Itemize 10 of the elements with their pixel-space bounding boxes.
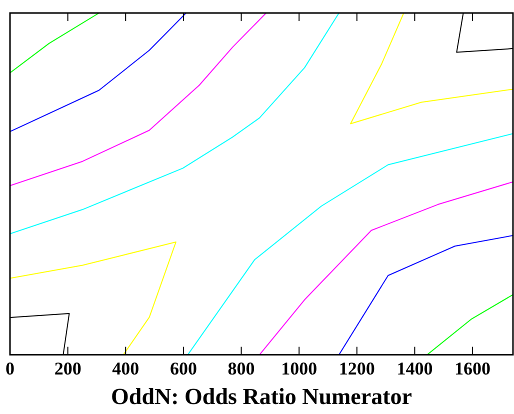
x-tick-label: 400 xyxy=(112,358,140,378)
x-tick-label: 200 xyxy=(54,358,82,378)
x-tick-label: 1000 xyxy=(281,358,318,378)
x-tick-label: 800 xyxy=(228,358,255,378)
x-tick-label: 0 xyxy=(6,358,14,378)
x-tick-label: 1200 xyxy=(338,358,375,378)
x-tick-label: 600 xyxy=(170,358,197,378)
x-tick-label: 1400 xyxy=(396,358,433,378)
x-tick-label: 1600 xyxy=(454,358,491,378)
x-axis-title: OddN: Odds Ratio Numerator xyxy=(111,384,412,410)
